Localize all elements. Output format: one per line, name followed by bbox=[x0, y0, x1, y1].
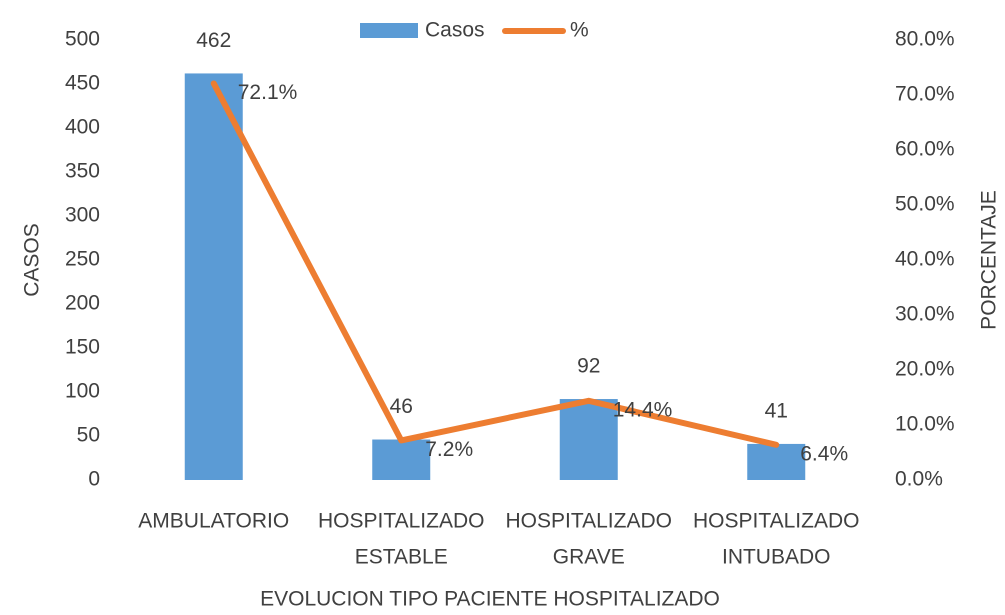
x-tick-label: HOSPITALIZADO bbox=[693, 510, 859, 533]
line-value-label: 7.2% bbox=[425, 438, 473, 461]
y-tick-label: 150 bbox=[65, 336, 100, 359]
line-value-label: 6.4% bbox=[800, 442, 848, 465]
y-tick-label: 200 bbox=[65, 292, 100, 315]
y2-tick-label: 50.0% bbox=[895, 193, 955, 216]
y2-tick-label: 80.0% bbox=[895, 28, 955, 51]
line-value-label: 72.1% bbox=[238, 81, 298, 104]
x-tick-label: HOSPITALIZADO bbox=[318, 510, 484, 533]
y-tick-label: 400 bbox=[65, 116, 100, 139]
y2-tick-label: 40.0% bbox=[895, 248, 955, 271]
y-tick-label: 300 bbox=[65, 204, 100, 227]
x-tick-label: GRAVE bbox=[553, 546, 625, 569]
bar-value-label: 462 bbox=[196, 29, 231, 52]
bar-value-label: 92 bbox=[577, 355, 600, 378]
y2-tick-label: 30.0% bbox=[895, 303, 955, 326]
x-axis-label: EVOLUCION TIPO PACIENTE HOSPITALIZADO bbox=[260, 588, 720, 611]
y-tick-label: 500 bbox=[65, 28, 100, 51]
y-tick-label: 0 bbox=[88, 468, 100, 491]
y-tick-label: 250 bbox=[65, 248, 100, 271]
line bbox=[210, 80, 780, 448]
y2-axis-label: PORCENTAJE bbox=[978, 190, 1001, 330]
y2-tick-label: 0.0% bbox=[895, 468, 943, 491]
y-tick-label: 50 bbox=[77, 424, 100, 447]
y-tick-label: 350 bbox=[65, 160, 100, 183]
line-value-label: 14.4% bbox=[613, 398, 673, 421]
legend-label: % bbox=[570, 19, 589, 42]
legend-swatch bbox=[360, 23, 418, 38]
bar bbox=[184, 73, 243, 480]
bar-value-label: 41 bbox=[765, 399, 788, 422]
x-tick-label: ESTABLE bbox=[355, 546, 448, 569]
y-tick-label: 450 bbox=[65, 72, 100, 95]
bar bbox=[372, 439, 431, 480]
y-tick-label: 100 bbox=[65, 380, 100, 403]
legend-label: Casos bbox=[425, 19, 485, 42]
y-axis-label: CASOS bbox=[21, 223, 44, 297]
y2-tick-label: 70.0% bbox=[895, 83, 955, 106]
y2-tick-label: 60.0% bbox=[895, 138, 955, 161]
x-tick-label: INTUBADO bbox=[722, 546, 831, 569]
y2-tick-label: 20.0% bbox=[895, 358, 955, 381]
bar bbox=[559, 399, 618, 480]
bar-value-label: 46 bbox=[390, 395, 413, 418]
x-tick-label: AMBULATORIO bbox=[138, 510, 289, 533]
bar bbox=[747, 443, 806, 480]
y2-tick-label: 10.0% bbox=[895, 413, 955, 436]
x-tick-label: HOSPITALIZADO bbox=[506, 510, 672, 533]
